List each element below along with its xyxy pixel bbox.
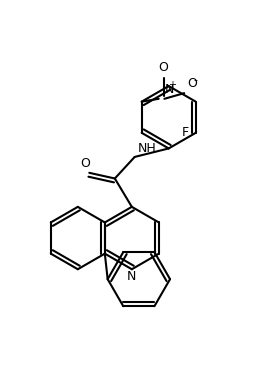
Text: O: O bbox=[80, 157, 90, 170]
Text: -: - bbox=[193, 75, 197, 85]
Text: O: O bbox=[187, 77, 197, 90]
Text: F: F bbox=[182, 126, 189, 140]
Text: N: N bbox=[127, 270, 136, 283]
Text: NH: NH bbox=[138, 142, 156, 155]
Text: N: N bbox=[164, 83, 174, 96]
Text: +: + bbox=[168, 80, 176, 90]
Text: O: O bbox=[158, 61, 168, 74]
